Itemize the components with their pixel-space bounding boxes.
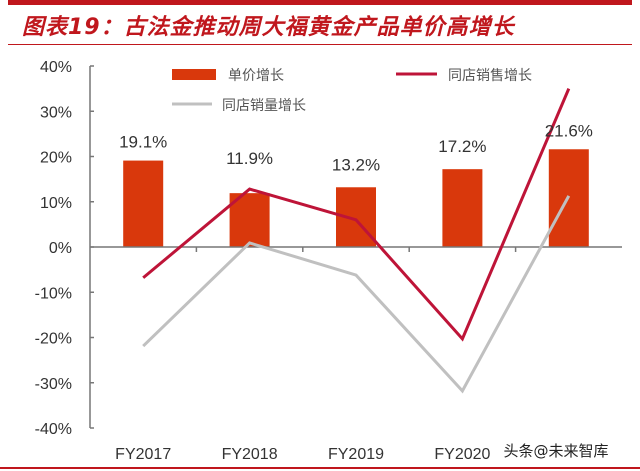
data-label: 11.9% (226, 149, 273, 168)
y-tick-label: 0% (49, 240, 72, 257)
watermark: 头条@未来智库 (503, 442, 608, 460)
y-tick-label: 10% (40, 195, 72, 212)
x-tick-label: FY2020 (434, 446, 490, 463)
title-divider (8, 44, 632, 45)
x-tick-label: FY2019 (328, 446, 384, 463)
legend-swatch-unit-price (172, 69, 216, 80)
data-label: 21.6% (545, 121, 593, 140)
bar (123, 160, 164, 247)
line-same-store-sales (142, 88, 571, 342)
bar (442, 169, 483, 247)
legend-label-volume: 同店销量增长 (222, 98, 306, 114)
y-tick-label: -20% (35, 331, 72, 348)
y-tick-label: -10% (35, 285, 72, 302)
bottom-divider (0, 467, 640, 469)
x-tick-label: FY2018 (222, 446, 278, 463)
top-accent-bar (8, 0, 632, 5)
y-tick-label: -40% (35, 421, 72, 438)
data-label: 17.2% (438, 137, 486, 156)
data-label: 13.2% (332, 155, 380, 174)
chart-title: 图表19：古法金推动周大福黄金产品单价高增长 (22, 15, 515, 40)
y-tick-label: 30% (40, 104, 72, 121)
legend-label-sales: 同店销售增长 (448, 68, 532, 84)
line-same-store-volume (142, 195, 571, 394)
legend-label-unit-price: 单价增长 (228, 68, 284, 84)
y-tick-label: -30% (35, 376, 72, 393)
x-tick-label: FY2017 (115, 446, 171, 463)
y-tick-label: 20% (40, 150, 72, 167)
data-label: 19.1% (119, 133, 167, 152)
y-tick-label: 40% (40, 59, 72, 76)
